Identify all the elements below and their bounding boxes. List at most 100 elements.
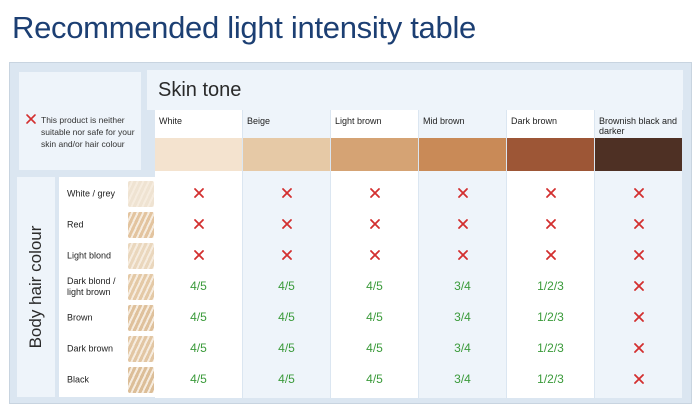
table-cell: 3/4 [419, 332, 506, 363]
hair-colour-label: Brown [67, 312, 93, 322]
table-cell: 4/5 [155, 363, 242, 394]
skin-tone-swatch [595, 138, 682, 171]
intensity-value: 4/5 [366, 309, 383, 324]
table-cell: 1/2/3 [507, 301, 594, 332]
table-cell [155, 177, 242, 208]
intensity-value: 4/5 [366, 371, 383, 386]
cross-icon [369, 218, 380, 229]
table-cell [595, 363, 682, 394]
intensity-value: 4/5 [366, 340, 383, 355]
table-cell [595, 270, 682, 301]
hair-swatch [128, 181, 154, 207]
cross-icon [26, 114, 36, 124]
legend-text: This product is neither suitable nor saf… [41, 115, 135, 149]
hair-colour-row: Dark blond / light brown [59, 271, 155, 302]
intensity-value: 1/2/3 [537, 371, 564, 386]
table-cell: 1/2/3 [507, 363, 594, 394]
table-cell [243, 208, 330, 239]
cross-icon [633, 280, 644, 291]
cross-icon [633, 249, 644, 260]
cross-icon [281, 187, 292, 198]
table-cell [331, 239, 418, 270]
cross-icon [633, 342, 644, 353]
hair-colour-rows: White / grey Red Light blond Dark blond / l… [59, 177, 155, 397]
intensity-value: 4/5 [190, 371, 207, 386]
body-hair-header: Body hair colour [17, 177, 55, 397]
table-cell: 4/5 [243, 332, 330, 363]
hair-colour-row: Dark brown [59, 333, 155, 364]
page-title: Recommended light intensity table [12, 10, 476, 45]
table-cell: 4/5 [155, 270, 242, 301]
cross-icon [369, 249, 380, 260]
table-cell [331, 208, 418, 239]
table-cell: 4/5 [331, 301, 418, 332]
hair-swatch [128, 336, 154, 362]
skin-tone-column: Light brown 4/5 4/5 4/5 4/5 [331, 110, 418, 398]
table-cell [155, 239, 242, 270]
hair-colour-row: Light blond [59, 240, 155, 271]
skin-tone-label: Mid brown [423, 116, 465, 126]
table-cell: 1/2/3 [507, 270, 594, 301]
skin-tone-swatch [331, 138, 418, 171]
skin-tone-swatch [419, 138, 506, 171]
skin-tone-header: Skin tone [147, 70, 683, 110]
cross-icon [633, 187, 644, 198]
table-cell: 4/5 [243, 270, 330, 301]
hair-colour-label: Dark blond / light brown [67, 275, 116, 297]
hair-swatch [128, 212, 154, 238]
skin-tone-label: Dark brown [511, 116, 558, 126]
hair-swatch [128, 274, 154, 300]
intensity-value: 4/5 [278, 278, 295, 293]
skin-tone-label: Light brown [335, 116, 382, 126]
hair-colour-label: Red [67, 219, 84, 229]
cross-icon [193, 218, 204, 229]
table-cell [595, 301, 682, 332]
table-cell: 4/5 [155, 301, 242, 332]
hair-colour-row: Red [59, 209, 155, 240]
intensity-value: 4/5 [278, 309, 295, 324]
table-cell [419, 208, 506, 239]
skin-tone-swatch [243, 138, 330, 171]
intensity-value: 4/5 [190, 278, 207, 293]
table-cell [155, 208, 242, 239]
intensity-value: 1/2/3 [537, 340, 564, 355]
cross-icon [633, 218, 644, 229]
table-cell [419, 239, 506, 270]
hair-swatch [128, 367, 154, 393]
table-cell [507, 208, 594, 239]
intensity-value: 3/4 [454, 309, 471, 324]
skin-tone-column: White 4/5 4/5 4/5 4/5 [155, 110, 242, 398]
cross-icon [633, 311, 644, 322]
cross-icon [545, 187, 556, 198]
table-cell [595, 332, 682, 363]
table-cell [595, 177, 682, 208]
intensity-value: 3/4 [454, 278, 471, 293]
intensity-value: 4/5 [278, 340, 295, 355]
skin-tone-swatch [155, 138, 242, 171]
hair-colour-row: Black [59, 364, 155, 395]
hair-colour-row: Brown [59, 302, 155, 333]
cross-icon [457, 249, 468, 260]
table-cell [595, 208, 682, 239]
intensity-value: 1/2/3 [537, 278, 564, 293]
skin-tone-label: White [159, 116, 183, 126]
table-cell: 4/5 [331, 270, 418, 301]
cross-icon [193, 187, 204, 198]
hair-colour-label: Light blond [67, 250, 112, 260]
table-cell: 4/5 [243, 363, 330, 394]
cross-icon [369, 187, 380, 198]
skin-tone-label: Brownish black and darker [599, 116, 678, 136]
skin-tone-swatch [507, 138, 594, 171]
hair-colour-label: White / grey [67, 188, 116, 198]
table-cell: 3/4 [419, 363, 506, 394]
intensity-value: 4/5 [190, 309, 207, 324]
hair-colour-row: White / grey [59, 178, 155, 209]
cross-icon [545, 249, 556, 260]
table-cell: 4/5 [243, 301, 330, 332]
table-cell [243, 239, 330, 270]
hair-swatch [128, 305, 154, 331]
skin-tone-column: Dark brown 1/2/3 1/2/3 1/2/3 1/2/3 [507, 110, 594, 398]
hair-colour-label: Black [67, 374, 90, 384]
body-hair-header-label: Body hair colour [26, 225, 45, 349]
table-cell [243, 177, 330, 208]
